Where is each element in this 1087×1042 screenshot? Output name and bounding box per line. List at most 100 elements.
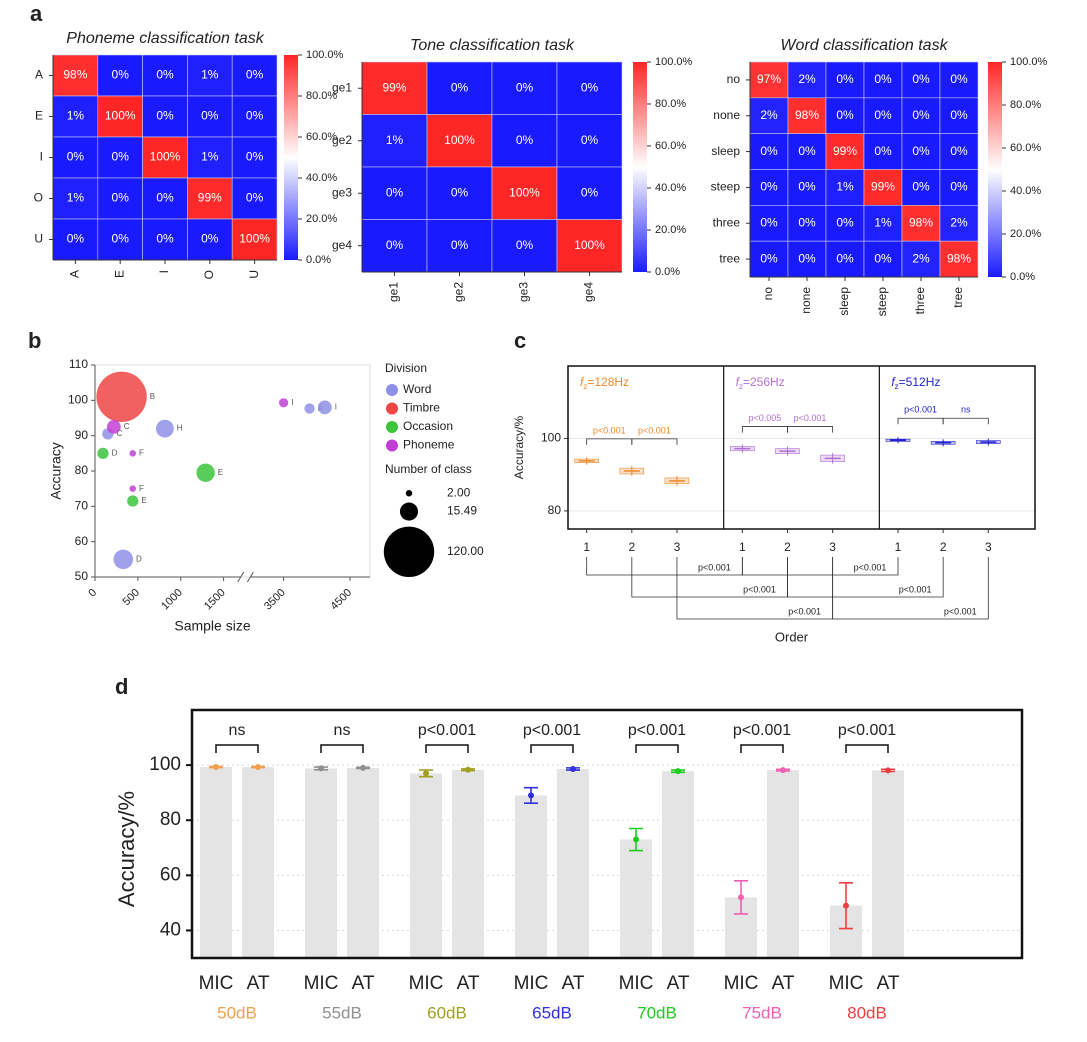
cell-label: 0% xyxy=(451,80,469,94)
significance-bracket xyxy=(320,744,364,753)
significance-bracket xyxy=(631,438,678,445)
heatmap-cell xyxy=(361,114,428,168)
heatmap-cell xyxy=(426,114,493,168)
colorbar-label: 100.0% xyxy=(1010,56,1048,68)
cell-label: 0% xyxy=(798,215,816,229)
cross-bracket xyxy=(832,557,989,620)
size-legend-marker xyxy=(405,490,413,497)
y-tick-label: 80 xyxy=(160,809,181,830)
y-tick-label: E xyxy=(35,109,43,123)
heatmap-cell xyxy=(491,61,558,115)
heatmap-cell xyxy=(187,54,233,97)
cell-label: 98% xyxy=(795,108,819,122)
heatmap-cell xyxy=(142,54,188,97)
plot-frame xyxy=(567,365,1036,530)
colorbar-label: 60.0% xyxy=(655,140,686,152)
series-label: MIC xyxy=(829,973,864,994)
heatmap-cell xyxy=(142,218,188,261)
y-tick-label: 100 xyxy=(541,431,561,445)
cell-label: 0% xyxy=(874,72,892,86)
x-tick-label: E xyxy=(112,270,126,278)
cell-label: 0% xyxy=(201,232,219,246)
colorbar-label: 80.0% xyxy=(306,90,337,102)
colorbar-label: 40.0% xyxy=(655,182,686,194)
group-label-part: =128Hz xyxy=(587,375,629,389)
bubble xyxy=(304,403,315,414)
legend-marker xyxy=(386,439,398,452)
significance-label: p<0.001 xyxy=(733,722,791,739)
significance-bracket xyxy=(530,744,574,753)
size-legend-label: 15.49 xyxy=(447,504,477,518)
colorbar-label: 0.0% xyxy=(655,266,680,278)
heatmap-cell xyxy=(97,136,143,179)
legend-label: Occasion xyxy=(403,419,453,433)
heatmap-cell xyxy=(863,169,903,206)
legend-marker xyxy=(386,384,398,396)
mean-dot xyxy=(318,765,324,772)
colorbar-label: 60.0% xyxy=(1010,142,1041,154)
cell-label: 0% xyxy=(67,232,85,246)
y-tick-label: 50 xyxy=(75,569,89,583)
series-label: MIC xyxy=(199,973,234,994)
heatmap-cell xyxy=(901,97,941,134)
significance-bracket xyxy=(741,426,788,433)
heatmap-cell xyxy=(787,97,827,134)
bubble-label: C xyxy=(124,422,130,431)
bubble xyxy=(196,463,215,482)
x-tick-label: none xyxy=(799,287,813,314)
y-tick-label: U xyxy=(34,232,43,246)
group-label-part: =256Hz xyxy=(743,375,785,389)
cell-label: 98% xyxy=(63,68,87,82)
colorbar-label: 40.0% xyxy=(306,172,337,184)
cross-label: p<0.001 xyxy=(899,584,932,594)
cell-label: 2% xyxy=(798,72,816,86)
cell-label: 0% xyxy=(386,238,404,252)
significance-bracket xyxy=(740,744,784,753)
bubble-label: H xyxy=(177,424,183,433)
y-tick-label: A xyxy=(35,68,43,82)
group-label: fz=512Hz xyxy=(891,375,940,391)
bar xyxy=(515,795,547,958)
cell-label: 0% xyxy=(246,109,264,123)
cell-label: 0% xyxy=(156,191,174,205)
bar xyxy=(452,769,484,958)
cross-label: p<0.001 xyxy=(944,606,977,616)
panel-letter: d xyxy=(115,674,128,699)
mean-dot xyxy=(633,836,639,843)
cell-label: 1% xyxy=(201,68,219,82)
series-label: AT xyxy=(352,973,375,994)
bubble xyxy=(317,400,332,415)
heatmap-cell xyxy=(556,166,623,220)
x-tick-label: I xyxy=(157,270,171,273)
bubble-label: F xyxy=(139,484,144,493)
x-tick-label: 500 xyxy=(121,587,142,608)
cell-label: 0% xyxy=(516,238,534,252)
significance-bracket xyxy=(787,426,834,433)
cell-label: 0% xyxy=(246,150,264,164)
y-tick-label: steep xyxy=(711,180,741,194)
cell-label: 0% xyxy=(912,108,930,122)
cell-label: 0% xyxy=(760,180,778,194)
cell-label: 0% xyxy=(156,68,174,82)
heatmap-title: Tone classification task xyxy=(410,37,575,54)
heatmap-cell xyxy=(97,218,143,261)
bubble-label: D xyxy=(112,448,118,457)
y-tick-label: 60 xyxy=(160,864,181,885)
cell-label: 0% xyxy=(836,251,854,265)
cell-label: 0% xyxy=(950,108,968,122)
x-tick-label: 4500 xyxy=(328,587,354,613)
y-tick-label: 80 xyxy=(548,503,562,517)
significance-label: p<0.001 xyxy=(523,722,581,739)
plot-frame xyxy=(190,708,1024,960)
bar xyxy=(620,839,652,958)
x-tick-label: 1 xyxy=(895,540,902,554)
x-tick-label: 3 xyxy=(985,540,992,554)
x-tick-label: no xyxy=(761,287,775,301)
colorbar xyxy=(633,62,647,272)
cell-label: 0% xyxy=(836,72,854,86)
heatmap-cell xyxy=(426,61,493,115)
x-tick-label: 1500 xyxy=(202,587,228,613)
axis-break xyxy=(237,571,245,583)
bubble xyxy=(96,371,147,422)
